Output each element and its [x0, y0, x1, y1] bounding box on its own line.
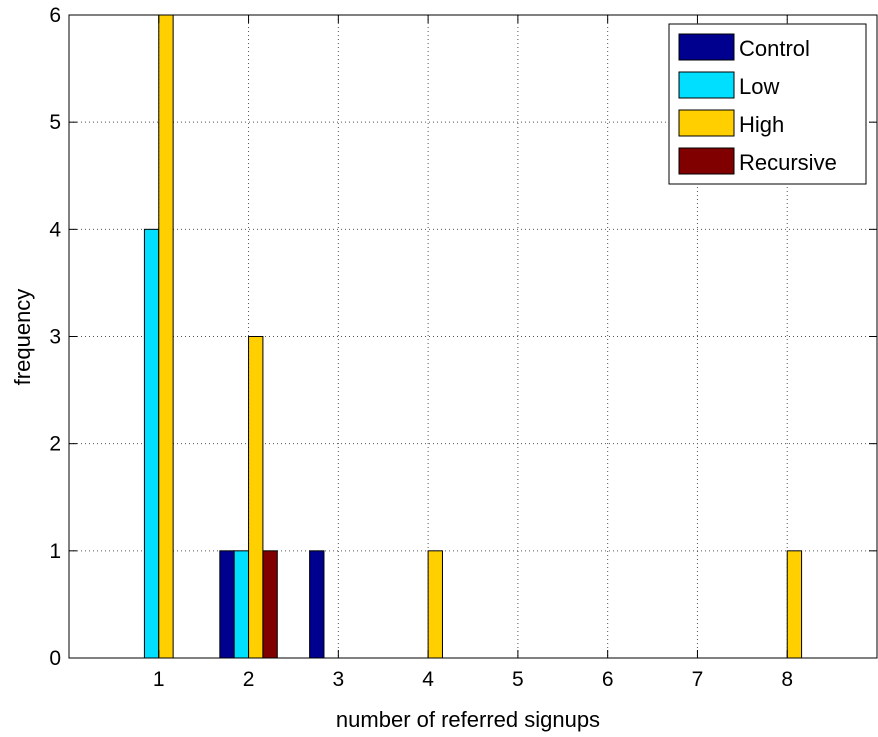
- legend-swatch-control: [678, 33, 735, 61]
- x-tick-label: 6: [602, 668, 614, 691]
- bar-recursive-2: [262, 550, 278, 659]
- y-tick-label: 1: [49, 540, 61, 563]
- bar-low-2: [233, 550, 250, 659]
- x-axis-label: number of referred signups: [336, 707, 600, 732]
- x-tick-label: 7: [692, 668, 704, 691]
- x-tick-label: 2: [243, 668, 255, 691]
- legend-label-high: High: [739, 112, 784, 137]
- bar-low-1: [143, 228, 160, 659]
- x-tick-label: 1: [153, 668, 165, 691]
- bar-high-8: [786, 550, 803, 659]
- bar-high-1: [158, 14, 174, 659]
- x-tick-label: 8: [781, 668, 793, 691]
- legend-swatch-high: [678, 109, 735, 137]
- bars: [143, 14, 803, 659]
- axis-ticks: 1 2 3 4 5 6 7 8 0 1 2 3 4 5 6: [49, 4, 877, 691]
- x-tick-label: 4: [422, 668, 434, 691]
- y-tick-label: 6: [49, 4, 61, 27]
- bar-high-4: [427, 550, 443, 659]
- x-tick-label: 5: [512, 668, 524, 691]
- legend-swatch-low: [678, 71, 735, 99]
- y-tick-label: 2: [49, 433, 61, 456]
- legend: Control Low High Recursive: [668, 23, 867, 185]
- bar-control-2: [219, 550, 235, 659]
- bar-high-2: [248, 336, 264, 659]
- y-tick-label: 0: [49, 647, 61, 670]
- y-tick-label: 3: [49, 326, 61, 349]
- x-tick-label: 3: [332, 668, 344, 691]
- legend-label-low: Low: [739, 74, 779, 99]
- legend-label-control: Control: [739, 36, 810, 61]
- y-tick-label: 5: [49, 111, 61, 134]
- y-axis-label: frequency: [10, 289, 35, 386]
- legend-label-recursive: Recursive: [739, 150, 837, 175]
- y-tick-label: 4: [49, 218, 61, 241]
- legend-swatch-recursive: [678, 147, 735, 175]
- bar-control-3: [309, 550, 325, 659]
